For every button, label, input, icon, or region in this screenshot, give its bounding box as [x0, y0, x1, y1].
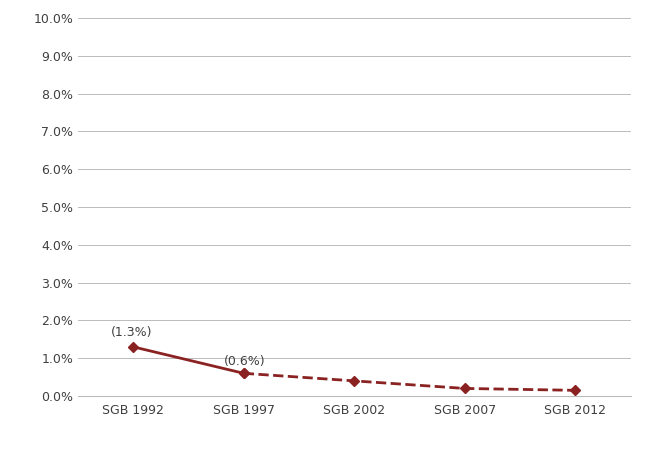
Text: (0.6%): (0.6%)	[224, 355, 265, 368]
Text: (1.3%): (1.3%)	[111, 325, 153, 338]
